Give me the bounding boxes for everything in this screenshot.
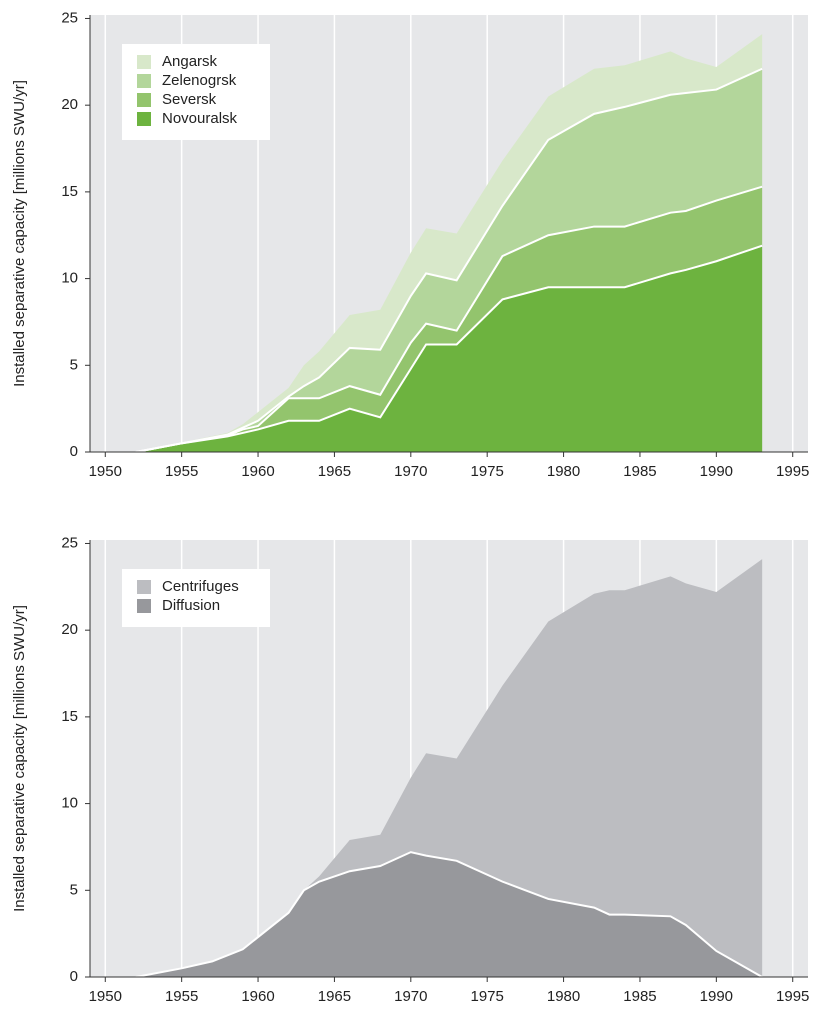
legend-swatch [137, 74, 151, 88]
x-tick-label: 1985 [623, 988, 656, 1005]
x-tick-label: 1955 [165, 463, 198, 480]
area [135, 245, 763, 452]
x-tick-label: 1955 [165, 988, 198, 1005]
x-tick-label: 1965 [318, 463, 351, 480]
y-tick-label: 25 [61, 9, 78, 26]
legend-swatch [137, 55, 151, 69]
area [135, 34, 763, 452]
y-tick-label: 25 [61, 534, 78, 551]
x-tick-label: 1995 [776, 463, 809, 480]
y-axis-label: Installed separative capacity [millions … [11, 605, 28, 912]
y-tick-label: 5 [70, 356, 78, 373]
y-tick-label: 10 [61, 795, 78, 812]
legend-swatch [137, 599, 151, 613]
legend-label: Novouralsk [162, 110, 238, 127]
y-tick-label: 0 [70, 443, 78, 460]
boundary-line [135, 851, 763, 978]
x-tick-label: 1990 [700, 988, 733, 1005]
x-tick-label: 1980 [547, 463, 580, 480]
legend-label: Zelenogrsk [162, 72, 237, 89]
legend-swatch [137, 93, 151, 107]
x-tick-label: 1985 [623, 463, 656, 480]
y-tick-label: 15 [61, 183, 78, 200]
area [135, 559, 763, 977]
legend-swatch [137, 580, 151, 594]
x-tick-label: 1970 [394, 988, 427, 1005]
y-tick-label: 15 [61, 708, 78, 725]
x-tick-label: 1965 [318, 988, 351, 1005]
x-tick-label: 1950 [89, 463, 122, 480]
legend-label: Angarsk [162, 53, 218, 70]
legend-label: Diffusion [162, 597, 220, 614]
x-tick-label: 1975 [471, 988, 504, 1005]
x-tick-label: 1970 [394, 463, 427, 480]
y-tick-label: 10 [61, 270, 78, 287]
area [135, 852, 763, 977]
x-tick-label: 1990 [700, 463, 733, 480]
y-tick-label: 5 [70, 881, 78, 898]
boundary-line [135, 244, 763, 453]
x-tick-label: 1950 [89, 988, 122, 1005]
area [135, 68, 763, 452]
y-tick-label: 0 [70, 968, 78, 985]
y-axis-label: Installed separative capacity [millions … [11, 80, 28, 387]
x-tick-label: 1980 [547, 988, 580, 1005]
legend-label: Centrifuges [162, 578, 239, 595]
y-tick-label: 20 [61, 96, 78, 113]
area [135, 186, 763, 452]
x-tick-label: 1995 [776, 988, 809, 1005]
legend-label: Seversk [162, 91, 217, 108]
boundary-line [135, 185, 763, 453]
y-tick-label: 20 [61, 621, 78, 638]
x-tick-label: 1960 [241, 463, 274, 480]
boundary-line [135, 67, 763, 453]
legend-box [122, 569, 270, 627]
x-tick-label: 1960 [241, 988, 274, 1005]
legend-swatch [137, 112, 151, 126]
x-tick-label: 1975 [471, 463, 504, 480]
